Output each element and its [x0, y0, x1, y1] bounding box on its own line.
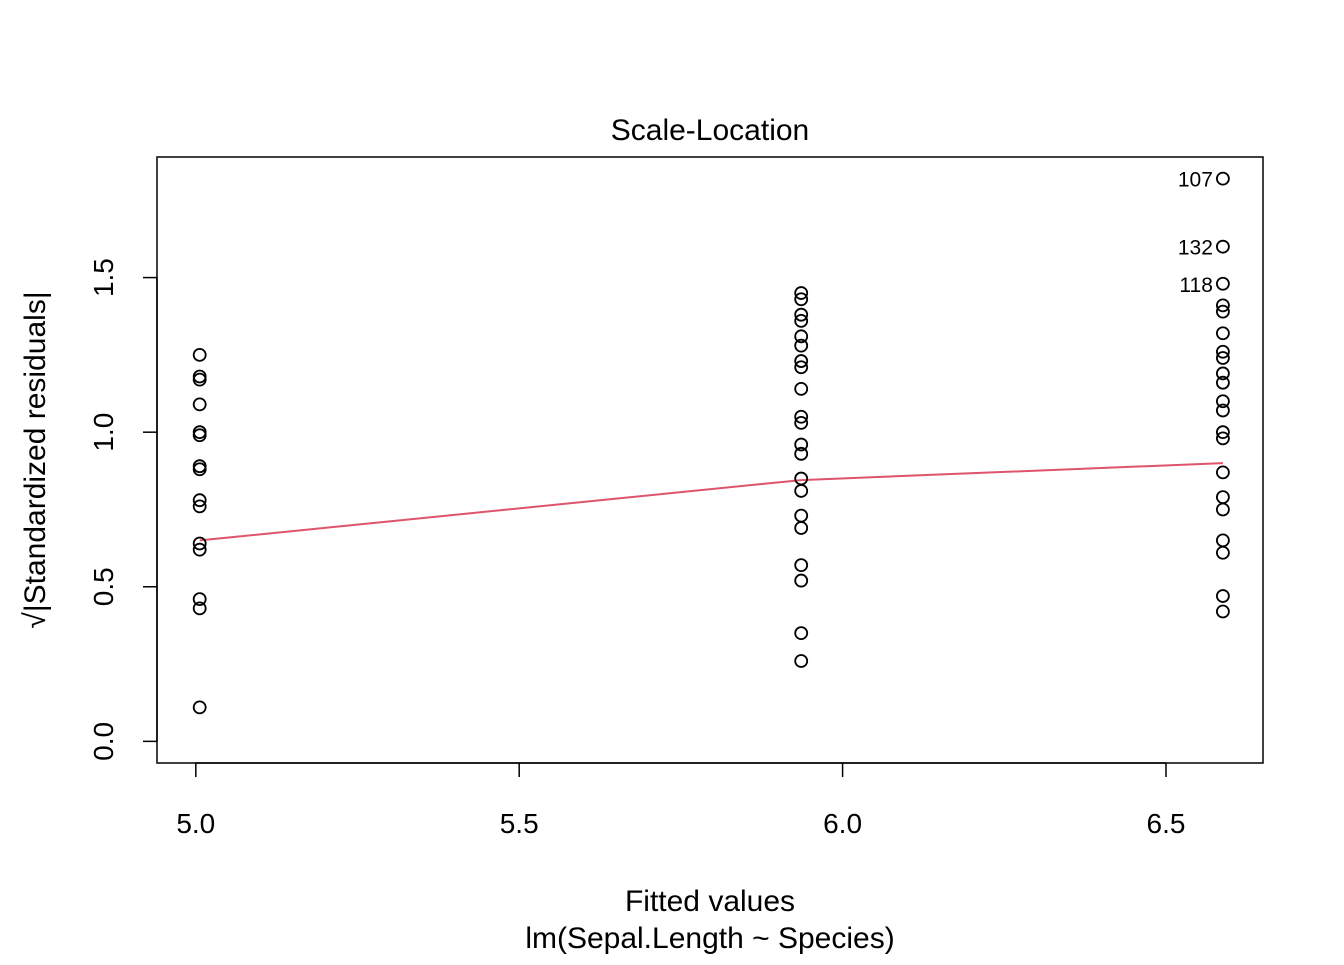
- data-point: [1215, 403, 1230, 418]
- data-point: [794, 437, 809, 452]
- data-point: [192, 542, 207, 557]
- plot-title: Scale-Location: [611, 114, 809, 147]
- data-point: [192, 397, 207, 412]
- data-point: [1215, 465, 1230, 480]
- data-point: [1215, 351, 1230, 365]
- data-point: [1215, 366, 1230, 381]
- y-tick-label: 0.0: [88, 722, 119, 761]
- y-tick-label: 1.5: [88, 258, 119, 297]
- data-point: [794, 409, 809, 424]
- data-point: [794, 573, 809, 588]
- data-point: [192, 700, 207, 715]
- y-axis: 0.0 0.5 1.0 1.5: [88, 258, 158, 761]
- data-point: [1215, 298, 1230, 313]
- data-point: [192, 499, 207, 514]
- data-point: [192, 372, 207, 387]
- data-point: [794, 313, 809, 328]
- y-tick-label: 1.0: [88, 413, 119, 452]
- data-point: [794, 381, 809, 396]
- point-label: 132: [1178, 237, 1213, 260]
- data-point: [794, 626, 809, 641]
- smoother-polyline: [199, 462, 1223, 542]
- data-point: [1215, 502, 1230, 517]
- data-point: [794, 484, 809, 498]
- data-point: [1215, 326, 1230, 341]
- data-point: [1215, 344, 1230, 359]
- data-point: [192, 592, 207, 607]
- data-point: [1215, 589, 1230, 603]
- data-point: [794, 360, 809, 375]
- data-point: [794, 292, 809, 307]
- data-point: [1215, 304, 1230, 319]
- data-point: [794, 286, 809, 300]
- data-point: [1215, 545, 1230, 560]
- x-axis: 5.0 5.5 6.0 6.5: [176, 762, 1186, 839]
- data-point: [794, 415, 809, 430]
- y-axis-title: √|Standardized residuals|: [19, 291, 52, 628]
- data-point: [794, 654, 809, 668]
- data-point: [192, 462, 207, 477]
- data-point: [794, 558, 809, 573]
- x-tick-label: 5.0: [176, 808, 215, 839]
- x-axis-title: Fitted values: [625, 885, 795, 918]
- data-points: [192, 171, 1230, 715]
- smoother-line: [199, 462, 1223, 542]
- data-point: [1215, 375, 1230, 390]
- data-point: [1215, 604, 1230, 619]
- data-point: [1215, 239, 1230, 254]
- data-point: [794, 329, 809, 344]
- chart-subtitle: lm(Sepal.Length ~ Species): [525, 922, 894, 955]
- x-tick-label: 6.5: [1147, 808, 1186, 839]
- data-point: [1215, 171, 1230, 186]
- data-point: [1215, 431, 1230, 446]
- data-point: [794, 354, 809, 368]
- data-point: [1215, 425, 1230, 440]
- point-labels: 107 132 118: [1178, 169, 1213, 297]
- data-point: [192, 601, 207, 616]
- x-tick-label: 5.5: [500, 808, 539, 839]
- data-point: [794, 446, 809, 461]
- y-tick-label: 0.5: [88, 567, 119, 606]
- data-point: [192, 493, 207, 508]
- data-point: [1215, 394, 1230, 409]
- data-point: [1215, 276, 1230, 291]
- data-point: [794, 338, 809, 353]
- point-label: 107: [1178, 169, 1213, 192]
- x-tick-label: 6.0: [823, 808, 862, 839]
- data-point: [192, 536, 207, 551]
- data-point: [794, 307, 809, 322]
- data-point: [192, 428, 207, 443]
- data-point: [794, 521, 809, 535]
- data-point: [192, 347, 207, 362]
- point-label: 118: [1179, 274, 1212, 297]
